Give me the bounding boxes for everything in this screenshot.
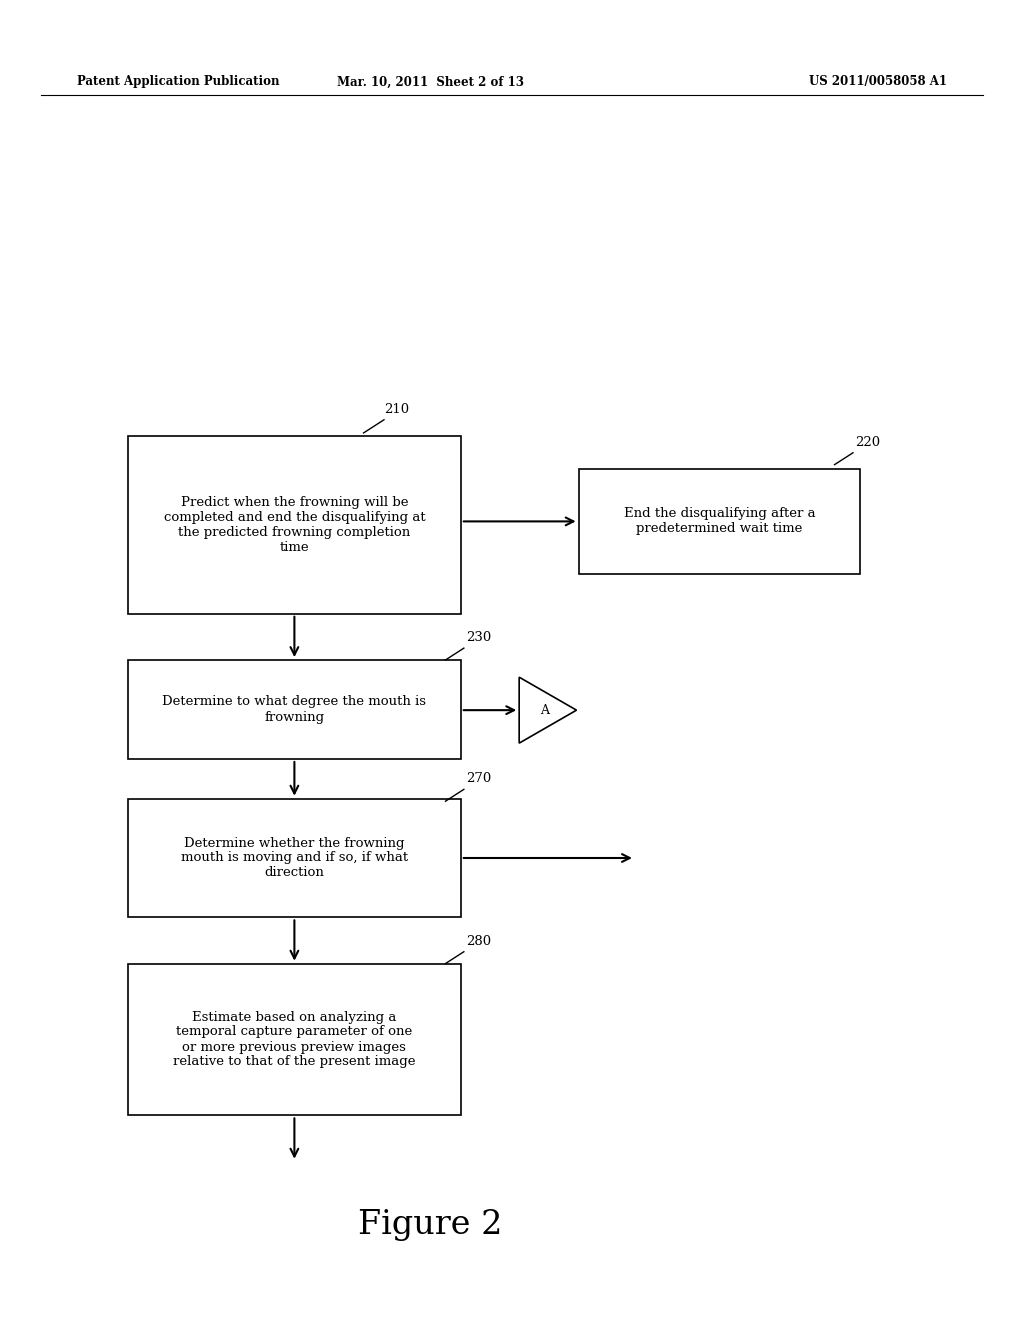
Bar bbox=[128, 660, 461, 759]
Text: Determine whether the frowning
mouth is moving and if so, if what
direction: Determine whether the frowning mouth is … bbox=[181, 837, 408, 879]
Text: 220: 220 bbox=[855, 436, 881, 449]
Text: US 2011/0058058 A1: US 2011/0058058 A1 bbox=[809, 75, 947, 88]
Text: Figure 2: Figure 2 bbox=[358, 1209, 502, 1241]
Text: 230: 230 bbox=[466, 631, 492, 644]
Bar bbox=[128, 964, 461, 1115]
Text: 270: 270 bbox=[466, 772, 492, 785]
Bar bbox=[128, 436, 461, 614]
Text: End the disqualifying after a
predetermined wait time: End the disqualifying after a predetermi… bbox=[624, 507, 815, 536]
Text: Determine to what degree the mouth is
frowning: Determine to what degree the mouth is fr… bbox=[163, 696, 426, 723]
Text: Estimate based on analyzing a
temporal capture parameter of one
or more previous: Estimate based on analyzing a temporal c… bbox=[173, 1011, 416, 1068]
Text: Predict when the frowning will be
completed and end the disqualifying at
the pre: Predict when the frowning will be comple… bbox=[164, 496, 425, 553]
Text: 280: 280 bbox=[466, 935, 492, 948]
Text: Mar. 10, 2011  Sheet 2 of 13: Mar. 10, 2011 Sheet 2 of 13 bbox=[337, 75, 523, 88]
Text: Patent Application Publication: Patent Application Publication bbox=[77, 75, 280, 88]
Bar bbox=[579, 469, 860, 574]
Text: A: A bbox=[541, 704, 550, 717]
Bar bbox=[128, 799, 461, 917]
Text: 210: 210 bbox=[384, 403, 410, 416]
